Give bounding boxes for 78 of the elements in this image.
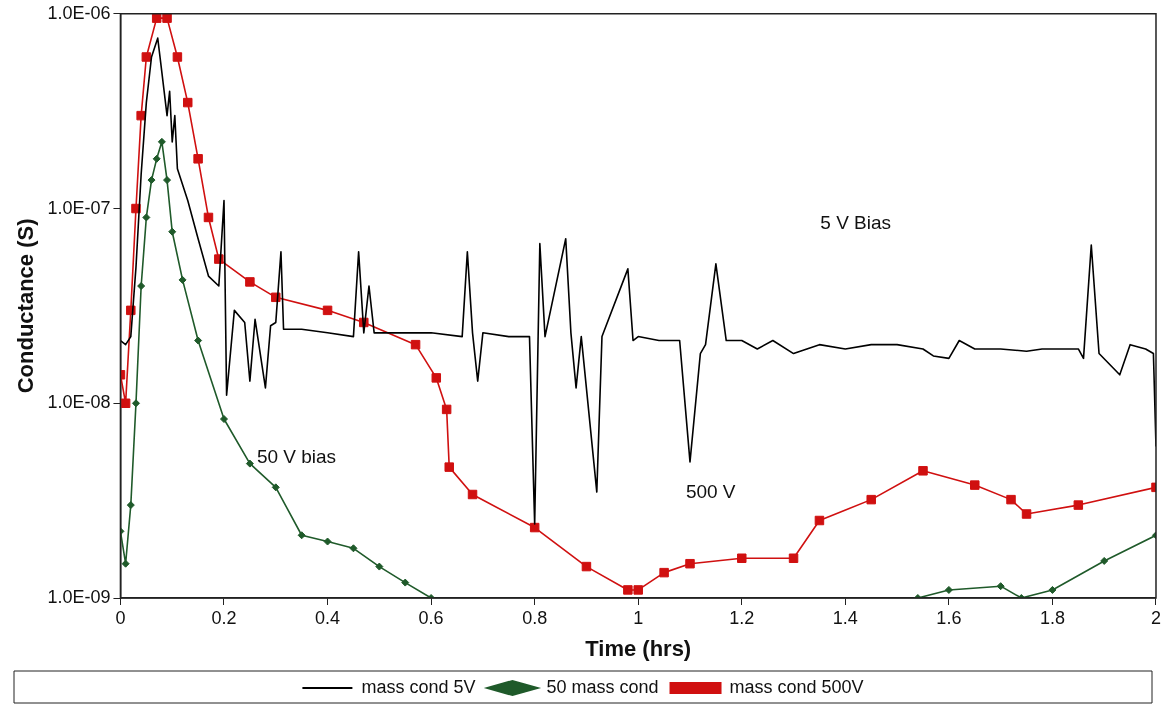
- point: [529, 522, 540, 533]
- x-tick-label: 0: [115, 607, 126, 628]
- x-tick-label: 1.2: [729, 607, 755, 628]
- point: [141, 52, 152, 62]
- point: [441, 404, 452, 415]
- point: [375, 562, 384, 571]
- point: [788, 553, 799, 563]
- point: [1006, 494, 1016, 505]
- x-tick-label: 0.2: [211, 607, 237, 628]
- y-tick-label: 1.0E-08: [47, 392, 111, 413]
- point: [297, 531, 306, 540]
- point: [172, 52, 183, 62]
- point: [137, 282, 146, 291]
- point: [467, 489, 478, 500]
- annotation: 5 V Bias: [820, 212, 892, 234]
- point: [136, 110, 146, 121]
- point: [322, 305, 333, 316]
- point: [203, 212, 214, 223]
- point: [970, 480, 980, 490]
- point: [323, 537, 332, 546]
- point: [194, 336, 203, 345]
- x-axis-title: Time (hrs): [585, 635, 692, 661]
- annotation: 50 V bias: [256, 446, 337, 468]
- point: [918, 466, 928, 476]
- point: [444, 462, 454, 472]
- x-tick-label: 1: [633, 607, 644, 628]
- point: [1100, 556, 1109, 565]
- point: [220, 415, 228, 424]
- x-tick-label: 1.6: [936, 607, 962, 628]
- point: [814, 515, 825, 526]
- x-tick-label: 1.8: [1039, 607, 1065, 628]
- point: [147, 176, 156, 185]
- point: [996, 582, 1005, 591]
- point: [944, 585, 953, 594]
- y-tick-label: 1.0E-09: [47, 586, 111, 607]
- x-tick-label: 0.4: [315, 607, 341, 628]
- point: [178, 275, 187, 284]
- x-tick-label: 2: [1150, 607, 1161, 628]
- point: [245, 277, 255, 287]
- point: [581, 561, 592, 572]
- point: [245, 459, 254, 468]
- point: [623, 585, 633, 595]
- x-tick-label: 1.4: [832, 607, 858, 628]
- point: [126, 501, 135, 510]
- point: [162, 13, 172, 23]
- annotation: 500 V: [685, 481, 736, 503]
- point: [163, 176, 172, 185]
- y-tick-label: 1.0E-06: [47, 2, 111, 23]
- point: [685, 558, 695, 569]
- legend-label: mass cond 5V: [361, 676, 476, 697]
- point: [866, 494, 876, 505]
- point: [349, 544, 358, 553]
- legend-label: mass cond 500V: [729, 676, 864, 697]
- point: [431, 373, 442, 383]
- point: [271, 483, 280, 492]
- point: [121, 559, 130, 568]
- point: [151, 13, 162, 23]
- point: [401, 578, 410, 587]
- point: [142, 213, 151, 222]
- point: [737, 553, 747, 563]
- legend-label: 50 mass cond: [546, 676, 659, 697]
- point: [131, 399, 140, 408]
- x-tick-label: 0.8: [522, 607, 548, 628]
- point: [193, 154, 203, 164]
- point: [633, 585, 643, 595]
- x-tick-label: 0.6: [418, 607, 444, 628]
- point: [1021, 509, 1032, 519]
- point: [157, 137, 166, 146]
- point: [120, 398, 131, 409]
- point: [168, 227, 177, 236]
- y-axis-title: Conductance (S): [13, 218, 39, 394]
- point: [410, 339, 421, 350]
- point: [1073, 500, 1084, 510]
- point: [659, 567, 669, 578]
- y-tick-label: 1.0E-07: [47, 197, 111, 218]
- point: [183, 97, 193, 108]
- point: [1048, 585, 1057, 594]
- point: [152, 154, 161, 163]
